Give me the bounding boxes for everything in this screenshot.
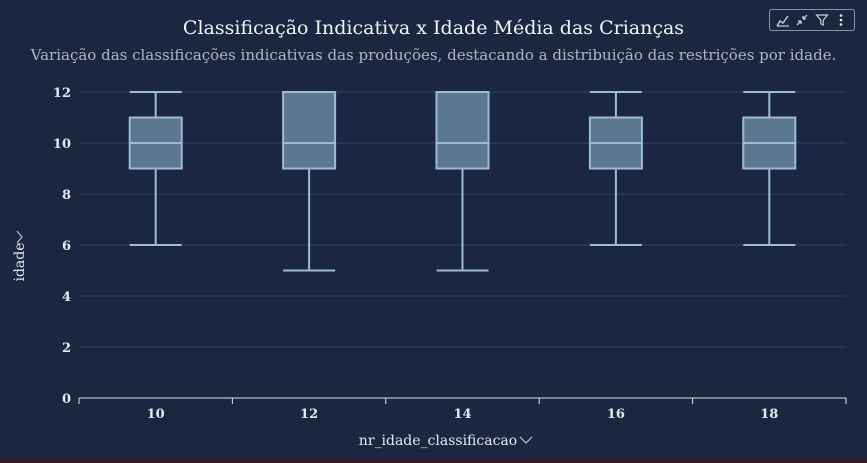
y-tick-label: 0 — [62, 392, 71, 407]
x-axis-ticks: 10 12 14 16 18 — [78, 398, 847, 422]
iqr-box — [282, 91, 337, 170]
y-tick-label: 6 — [62, 239, 71, 254]
chart-title: Classificação Indicativa x Idade Média d… — [182, 17, 685, 39]
x-tick-label: 16 — [607, 407, 625, 422]
collapse-icon[interactable] — [794, 12, 810, 28]
x-tick-label: 14 — [453, 407, 471, 422]
y-tick-label: 8 — [62, 188, 71, 203]
chevron-down-icon[interactable] — [519, 436, 533, 444]
y-tick-label: 2 — [62, 341, 71, 356]
x-tick-label: 18 — [760, 407, 778, 422]
y-axis-ticks: 0 2 4 6 8 10 12 — [53, 86, 71, 407]
more-options-icon[interactable] — [833, 12, 849, 28]
box-12 — [282, 91, 337, 272]
x-axis-title: nr_idade_classificacao — [359, 433, 517, 449]
chart-subtitle: Variação das classificações indicativas … — [30, 46, 837, 64]
boxes — [128, 91, 797, 272]
box-10 — [128, 91, 183, 246]
y-axis-title-group[interactable]: idade — [12, 230, 28, 282]
y-axis-title: idade — [12, 242, 28, 281]
y-tick-label: 12 — [53, 86, 71, 101]
iqr-box — [435, 91, 490, 170]
x-tick-label: 12 — [300, 407, 318, 422]
y-tick-label: 4 — [62, 290, 71, 305]
y-tick-label: 10 — [53, 137, 71, 152]
box-14 — [435, 91, 490, 272]
chevron-right-icon[interactable] — [16, 230, 23, 244]
x-tick-label: 10 — [147, 407, 165, 422]
box-18 — [742, 91, 797, 246]
chart-toolbar — [769, 9, 855, 31]
box-16 — [588, 91, 643, 246]
chart-insights-icon[interactable] — [775, 12, 791, 28]
x-axis-title-group[interactable]: nr_idade_classificacao — [359, 433, 533, 449]
filter-icon[interactable] — [814, 12, 830, 28]
